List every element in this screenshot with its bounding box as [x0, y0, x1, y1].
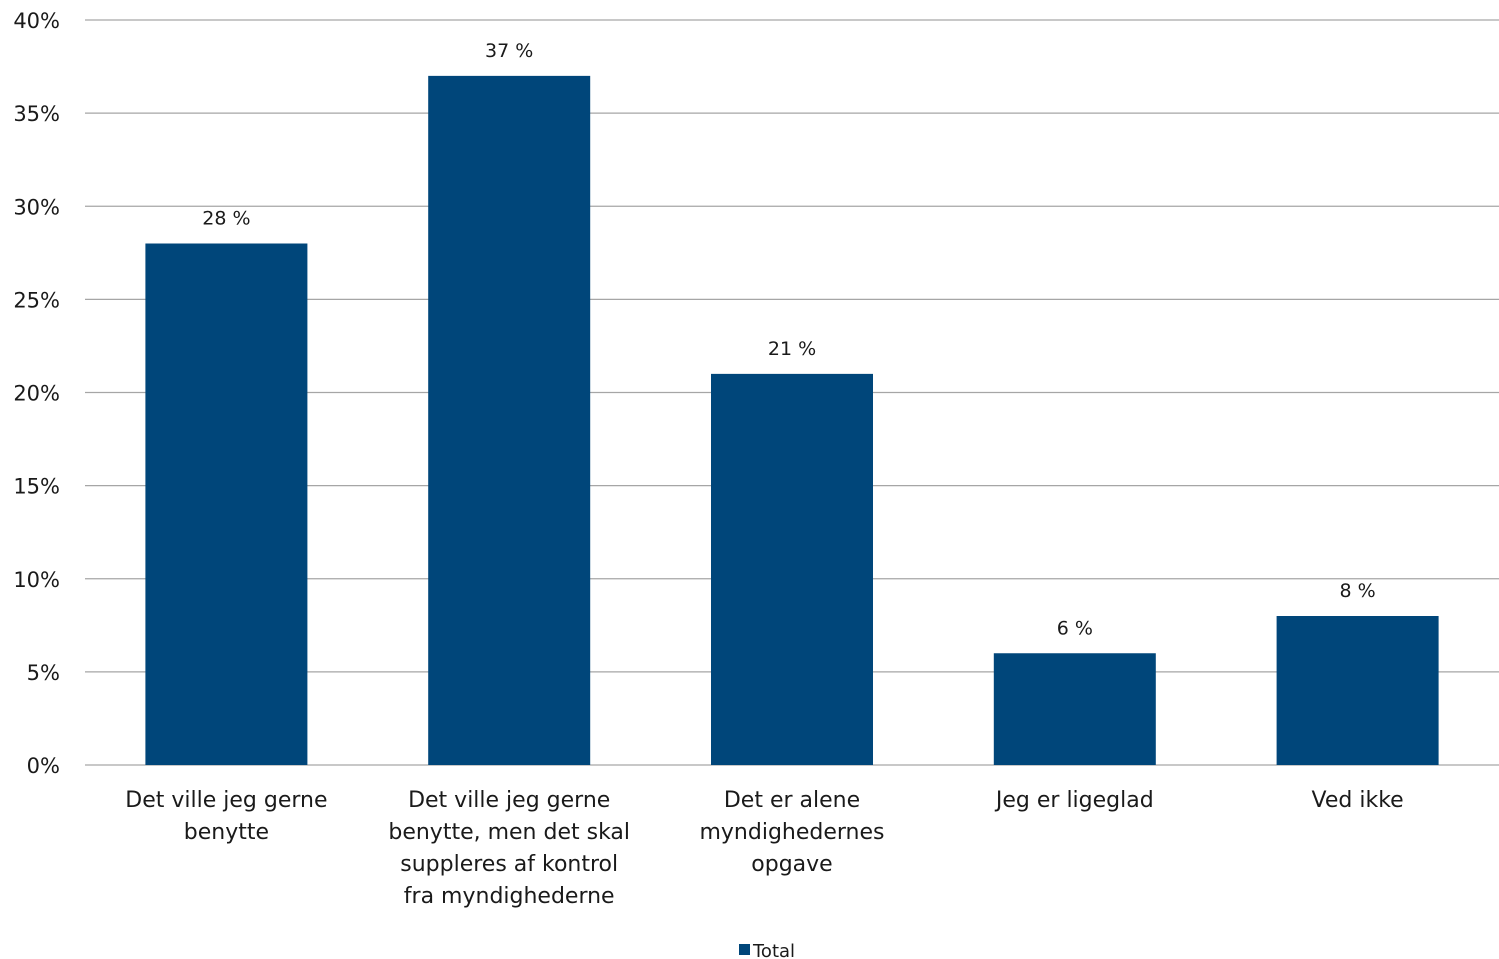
bar: [145, 243, 308, 765]
y-tick-label: 25%: [13, 288, 60, 312]
data-labels: 28 % 37 % 21 % 6 % 8 %: [202, 40, 1375, 639]
category-label: Det ville jeg gerne benytte, men det skal…: [388, 788, 630, 909]
y-tick-label: 30%: [13, 195, 60, 219]
legend: Total: [739, 941, 795, 959]
bar: [1276, 616, 1439, 765]
category-label: Jeg er ligeglad: [994, 788, 1154, 813]
y-tick-label: 5%: [27, 661, 60, 685]
bar: [711, 373, 873, 765]
y-axis-tick-labels: 0% 5% 10% 15% 20% 25% 30% 35% 40%: [13, 9, 60, 778]
category-label: Ved ikke: [1312, 788, 1404, 813]
legend-swatch: [739, 944, 750, 955]
data-label: 37 %: [485, 40, 533, 62]
data-label: 28 %: [202, 208, 250, 230]
y-tick-label: 20%: [13, 382, 60, 406]
data-label: 21 %: [768, 338, 816, 360]
category-label: Det er alene myndighedernes opgave: [699, 788, 884, 877]
y-tick-label: 10%: [13, 568, 60, 592]
bars: [145, 75, 1439, 765]
category-label: Det ville jeg gerne benytte: [125, 788, 327, 845]
x-axis-category-labels: Det ville jeg gerne benytte Det ville jeg …: [125, 788, 1403, 909]
y-tick-label: 15%: [13, 475, 60, 499]
legend-label-total: Total: [752, 941, 795, 959]
bar: [993, 653, 1156, 765]
y-tick-label: 40%: [13, 9, 60, 33]
y-tick-label: 35%: [13, 102, 60, 126]
data-label: 8 %: [1340, 580, 1376, 602]
bar: [428, 75, 591, 765]
data-label: 6 %: [1057, 617, 1093, 639]
y-tick-label: 0%: [27, 754, 60, 778]
